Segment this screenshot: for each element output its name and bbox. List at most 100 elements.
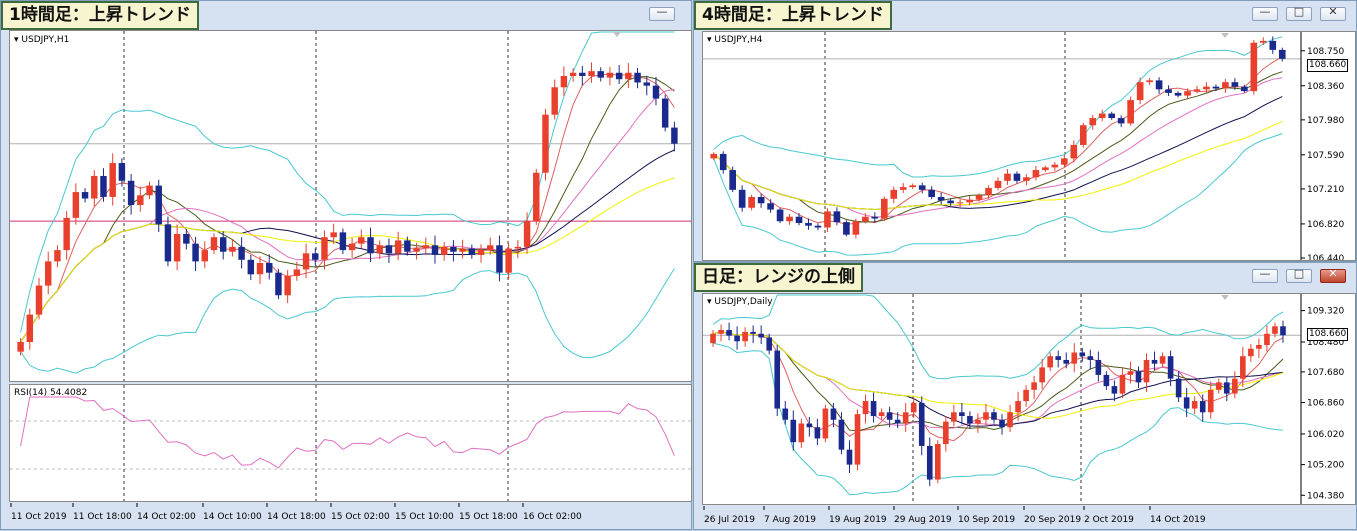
h1-chart-window: 1時間足：上昇トレンド — ▾ USDJPY,H1 RSI(14) 54.408… bbox=[0, 0, 692, 530]
candle-body bbox=[1098, 113, 1106, 119]
candle-body bbox=[597, 71, 604, 78]
candle-body bbox=[1256, 344, 1262, 349]
daily-minimize-button[interactable]: — bbox=[1252, 267, 1278, 283]
candle-body bbox=[833, 211, 841, 223]
h4-maximize-button[interactable]: □ bbox=[1286, 5, 1312, 21]
price-tick-label: 105.200 bbox=[1307, 461, 1344, 471]
candle-body bbox=[734, 335, 740, 342]
ma-short-line bbox=[712, 331, 1284, 442]
h1-price-plot[interactable]: ▾ USDJPY,H1 bbox=[9, 30, 692, 382]
time-tick-label: 2 Oct 2019 bbox=[1084, 515, 1134, 525]
h1-rsi-plot[interactable]: RSI(14) 54.4082 bbox=[9, 384, 692, 502]
h1-title-badge: 1時間足：上昇トレンド bbox=[1, 1, 199, 30]
candle-body bbox=[1215, 382, 1222, 390]
candle-body bbox=[1191, 401, 1198, 409]
h4-close-button[interactable]: ✕ bbox=[1320, 5, 1346, 21]
candle-body bbox=[748, 196, 755, 208]
price-tick-label: 104.380 bbox=[1307, 491, 1344, 501]
candle-body bbox=[822, 408, 829, 439]
candle-body bbox=[45, 261, 52, 286]
candle-body bbox=[1264, 333, 1270, 345]
candle-body bbox=[934, 444, 941, 480]
candle-body bbox=[17, 342, 24, 352]
ma-35-line bbox=[713, 120, 1283, 211]
candle-body bbox=[928, 189, 935, 197]
candle-body bbox=[894, 419, 901, 424]
maximize-icon: □ bbox=[1293, 267, 1305, 280]
daily-price-plot[interactable]: ▾ USDJPY,Daily 109.320 108.480 107.680 106.… bbox=[702, 293, 1356, 505]
candle-body bbox=[588, 71, 595, 76]
candle-body bbox=[1223, 382, 1230, 394]
candle-body bbox=[805, 223, 812, 226]
close-icon: ✕ bbox=[1328, 5, 1338, 18]
candle-body bbox=[757, 196, 765, 204]
candle-body bbox=[1222, 82, 1229, 89]
candle-body bbox=[137, 195, 144, 205]
candle-body bbox=[1167, 356, 1174, 379]
candle-body bbox=[1061, 158, 1068, 165]
candle-body bbox=[26, 314, 34, 343]
candle-body bbox=[774, 350, 781, 409]
candle-body bbox=[918, 402, 925, 446]
candle-body bbox=[468, 248, 476, 255]
candle-body bbox=[146, 185, 153, 196]
rsi-line bbox=[20, 396, 675, 469]
candle-body bbox=[878, 412, 885, 417]
candle-body bbox=[852, 221, 860, 235]
candle-body bbox=[1023, 177, 1030, 181]
candle-body bbox=[606, 72, 614, 78]
candle-body bbox=[909, 185, 917, 188]
shift-marker-icon bbox=[613, 32, 621, 37]
candle-body bbox=[293, 269, 301, 276]
candle-body bbox=[302, 253, 310, 270]
candle-body bbox=[994, 180, 1002, 189]
time-tick-label: 26 Jul 2019 bbox=[704, 515, 755, 525]
price-tick-label: 106.860 bbox=[1307, 399, 1344, 409]
price-tick-label: 107.210 bbox=[1307, 185, 1344, 195]
h4-price-plot[interactable]: ▾ USDJPY,H4 108.750 108.360 107.980 107.590… bbox=[702, 31, 1356, 261]
candle-body bbox=[726, 330, 732, 336]
daily-maximize-button[interactable]: □ bbox=[1286, 267, 1312, 283]
candle-body bbox=[1241, 86, 1248, 92]
candle-body bbox=[1136, 82, 1144, 101]
candle-body bbox=[551, 87, 558, 115]
candle-body bbox=[798, 423, 805, 443]
daily-current-price-tag: 108.660 bbox=[1307, 328, 1349, 341]
daily-close-button[interactable]: ✕ bbox=[1320, 267, 1346, 283]
candle-body bbox=[35, 285, 43, 315]
candle-body bbox=[1151, 359, 1158, 364]
candle-body bbox=[790, 419, 797, 443]
candle-body bbox=[625, 72, 632, 80]
candle-body bbox=[766, 337, 773, 351]
candle-body bbox=[1031, 382, 1037, 390]
candle-body bbox=[100, 175, 107, 197]
candle-body bbox=[247, 259, 255, 275]
candle-body bbox=[284, 275, 291, 296]
candle-body bbox=[1103, 374, 1110, 387]
candle-body bbox=[404, 240, 411, 252]
candle-body bbox=[1259, 40, 1267, 43]
ma-35-line bbox=[20, 177, 675, 343]
candle-body bbox=[1095, 359, 1102, 375]
candle-body bbox=[846, 449, 853, 465]
h4-minimize-button[interactable]: — bbox=[1252, 5, 1278, 21]
candle-body bbox=[413, 248, 420, 252]
candle-body bbox=[902, 412, 909, 424]
h1-minimize-button[interactable]: — bbox=[649, 5, 675, 21]
candle-body bbox=[238, 246, 245, 260]
candle-body bbox=[450, 246, 457, 252]
candle-body bbox=[1051, 164, 1059, 168]
maximize-icon: □ bbox=[1293, 5, 1305, 18]
time-tick-label: 29 Aug 2019 bbox=[894, 515, 952, 525]
candle-body bbox=[1207, 389, 1214, 413]
candle-body bbox=[569, 72, 577, 76]
close-icon: ✕ bbox=[1328, 267, 1338, 280]
price-tick-label: 108.480 bbox=[1307, 338, 1344, 348]
candle-body bbox=[201, 250, 208, 262]
candle-body bbox=[1047, 356, 1053, 368]
candle-body bbox=[824, 211, 831, 228]
candle-body bbox=[229, 246, 236, 252]
candle-body bbox=[890, 189, 898, 199]
candle-body bbox=[738, 189, 746, 208]
time-tick-label: 14 Oct 10:00 bbox=[203, 512, 262, 522]
